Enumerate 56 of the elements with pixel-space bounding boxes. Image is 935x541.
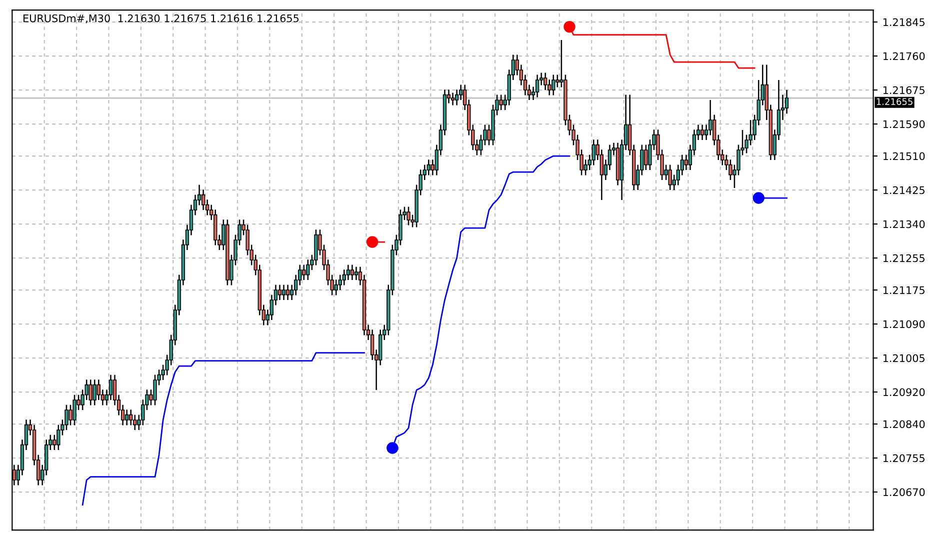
point [366, 236, 378, 248]
candlestick [96, 378, 100, 401]
candlestick [499, 94, 503, 111]
candlestick [346, 264, 350, 281]
candlestick [306, 258, 310, 281]
candlestick [286, 284, 290, 301]
candlestick [125, 408, 129, 426]
ref-line-label: 1.21655 [876, 98, 912, 105]
y-tick-label: 1.21340 [883, 220, 925, 228]
y-tick-label: 1.21510 [883, 152, 925, 160]
point [386, 442, 398, 454]
point [752, 192, 764, 204]
y-tick-label: 1.21255 [883, 254, 924, 262]
candlestick [64, 404, 68, 431]
y-tick-label: 1.21090 [883, 320, 925, 328]
y-tick-label: 1.21005 [883, 354, 924, 362]
candlestick [84, 378, 88, 401]
candlestick [592, 138, 596, 166]
candlestick [535, 74, 540, 98]
candlestick [450, 92, 455, 106]
candlestick [644, 144, 648, 171]
candlestick [108, 374, 113, 401]
y-tick-label: 1.21425 [883, 186, 924, 194]
candlestick [302, 264, 306, 281]
candlestick [354, 266, 358, 281]
candlestick [556, 74, 560, 88]
candlestick [72, 394, 76, 426]
chart-title: EURUSDm#,M30 1.21630 1.21675 1.21616 1.21655 [24, 14, 299, 24]
y-tick-label: 1.20670 [883, 488, 925, 496]
candlestick [129, 408, 133, 426]
candlestick [668, 164, 672, 191]
y-tick-label: 1.21675 [883, 86, 924, 94]
candlestick [88, 378, 92, 406]
candlestick [544, 72, 548, 91]
candlestick [426, 158, 430, 176]
candlestick [552, 74, 556, 96]
candlestick [334, 278, 338, 296]
point [564, 20, 576, 33]
y-tick-label: 1.21590 [883, 120, 925, 128]
candlestick [92, 378, 96, 406]
y-tick-label: 1.20840 [883, 420, 925, 428]
candlestick [406, 206, 410, 226]
y-tick-label: 1.21845 [883, 18, 924, 26]
candlestick [454, 88, 459, 106]
candlestick [584, 158, 588, 176]
y-tick-label: 1.20755 [883, 454, 924, 462]
candlestick [459, 84, 463, 101]
y-tick-label: 1.21760 [883, 52, 925, 60]
candlestick [700, 124, 704, 141]
y-tick-label: 1.21175 [883, 286, 924, 294]
candlestick [282, 284, 286, 301]
candlestick [342, 268, 346, 286]
candlestick [350, 264, 354, 281]
candlestick [201, 188, 206, 211]
y-tick-label: 1.20920 [883, 388, 925, 396]
candlestick [278, 284, 282, 301]
